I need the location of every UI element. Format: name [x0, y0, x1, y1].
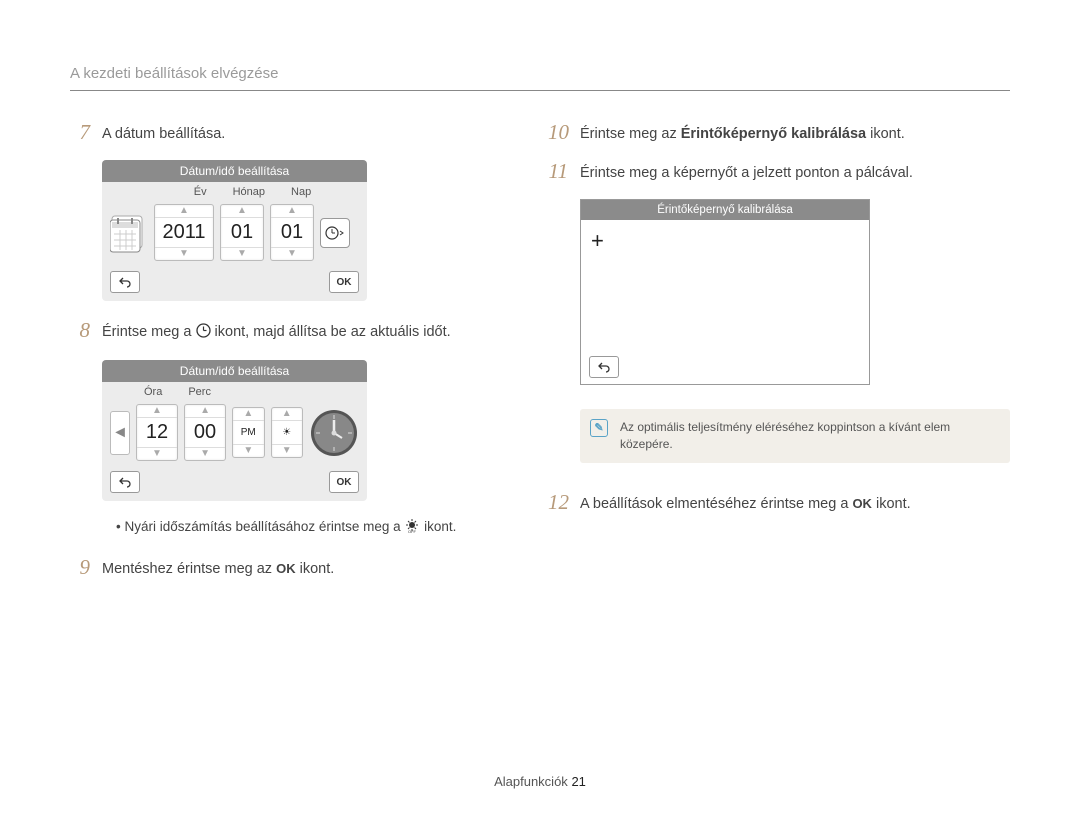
step-11-number: 11	[548, 160, 568, 185]
year-value: 2011	[155, 217, 213, 248]
date-device: Dátum/idő beállítása Év Hónap Nap	[102, 160, 367, 301]
nav-left-button[interactable]: ◄	[110, 411, 130, 455]
step-10-number: 10	[548, 121, 568, 146]
right-column: 10 Érintse meg az Érintőképernyő kalibrá…	[548, 121, 1010, 596]
ok-button[interactable]: OK	[329, 271, 359, 293]
minute-value: 00	[185, 417, 225, 448]
label-year: Év	[194, 186, 207, 198]
back-button[interactable]	[110, 271, 140, 293]
page-title: A kezdeti beállítások elvégzése	[70, 65, 1010, 82]
ok-button[interactable]: OK	[329, 471, 359, 493]
year-spinner[interactable]: ▲ 2011 ▼	[154, 204, 214, 261]
label-month: Hónap	[233, 186, 265, 198]
ampm-spinner[interactable]: ▲ PM ▼	[232, 407, 264, 458]
month-spinner[interactable]: ▲ 01 ▼	[220, 204, 264, 261]
minute-spinner[interactable]: ▲ 00 ▼	[184, 404, 226, 461]
tip-text: Az optimális teljesítmény eléréséhez kop…	[620, 420, 950, 451]
calibration-target-icon: +	[591, 228, 604, 254]
step-10-text: Érintse meg az Érintőképernyő kalibrálás…	[580, 121, 905, 146]
step-8-text: Érintse meg a ikont, majd állítsa be az …	[102, 319, 451, 346]
step-9-text: Mentéshez érintse meg az OK ikont.	[102, 556, 334, 581]
tip-box: ✎ Az optimális teljesítmény eléréséhez k…	[580, 409, 1010, 463]
calibration-area[interactable]: +	[581, 220, 869, 350]
step-12-number: 12	[548, 491, 568, 516]
calendar-icon	[110, 212, 148, 254]
label-hour: Óra	[144, 386, 162, 398]
label-min: Perc	[188, 386, 211, 398]
ok-icon: OK	[276, 561, 296, 576]
step-9-number: 9	[70, 556, 90, 581]
calibration-device: Érintőképernyő kalibrálása +	[580, 199, 870, 385]
date-device-header: Dátum/idő beállítása	[102, 160, 367, 182]
month-value: 01	[221, 217, 263, 248]
hour-spinner[interactable]: ▲ 12 ▼	[136, 404, 178, 461]
day-spinner[interactable]: ▲ 01 ▼	[270, 204, 314, 261]
dst-spinner[interactable]: ▲ ☀ ▼	[271, 407, 303, 458]
time-device: Dátum/idő beállítása Óra Perc ◄ ▲ 12 ▼ ▲…	[102, 360, 367, 501]
hour-value: 12	[137, 417, 177, 448]
step-8-number: 8	[70, 319, 90, 346]
svg-text:OFF: OFF	[408, 529, 417, 533]
analog-clock-icon	[309, 408, 359, 458]
divider	[70, 90, 1010, 91]
back-button[interactable]	[110, 471, 140, 493]
step-11-text: Érintse meg a képernyőt a jelzett ponton…	[580, 160, 913, 185]
step-7-text: A dátum beállítása.	[102, 121, 225, 146]
ampm-value: PM	[233, 420, 263, 445]
ok-icon: OK	[852, 496, 872, 511]
dst-icon: ☀	[272, 420, 302, 445]
dst-bullet: Nyári időszámítás beállításához érintse …	[116, 519, 498, 536]
day-value: 01	[271, 217, 313, 248]
back-button[interactable]	[589, 356, 619, 378]
clock-icon	[196, 323, 211, 346]
tip-icon: ✎	[590, 419, 608, 437]
left-column: 7 A dátum beállítása. Dátum/idő beállítá…	[70, 121, 498, 596]
label-day: Nap	[291, 186, 311, 198]
time-device-header: Dátum/idő beállítása	[102, 360, 367, 382]
clock-switch-button[interactable]	[320, 218, 350, 248]
calibration-header: Érintőképernyő kalibrálása	[581, 200, 869, 220]
step-7-number: 7	[70, 121, 90, 146]
page-footer: Alapfunkciók 21	[0, 774, 1080, 789]
sun-off-icon: OFF	[404, 519, 420, 536]
step-12-text: A beállítások elmentéséhez érintse meg a…	[580, 491, 911, 516]
